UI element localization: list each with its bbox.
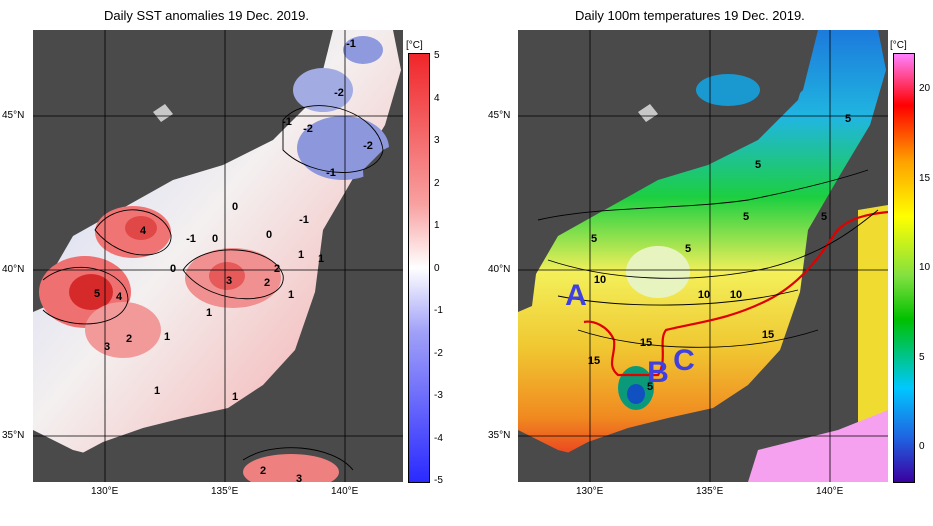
left-colorbar-unit: [°C] [406,40,423,51]
contour-label: -2 [334,87,344,99]
contour-label: 15 [640,337,652,349]
contour-label: 1 [164,331,170,343]
lon-label-130e-left: 130°E [91,486,119,497]
contour-label: 4 [140,225,147,237]
contour-label: -2 [303,123,313,135]
temperature-100m-map: 5 5 5 5 5 5 10 10 10 15 15 5 15 A B C [518,30,888,482]
contour-label: 5 [821,211,827,223]
contour-label: 5 [755,159,761,171]
contour-label: -1 [299,214,309,226]
contour-label: 0 [232,201,238,213]
right-panel-title: Daily 100m temperatures 19 Dec. 2019. [575,8,805,23]
sst-anomaly-map: -1 -2 -1 -2 -2 -1 -1 4 0 0 -1 0 0 1 2 3 … [33,30,403,482]
contour-label: 15 [762,329,774,341]
contour-label: 3 [104,341,110,353]
contour-label: 1 [154,385,160,397]
lat-label-45n-left: 45°N [2,110,25,121]
contour-label: -1 [282,116,292,128]
contour-label: 2 [260,465,266,477]
left-panel-title: Daily SST anomalies 19 Dec. 2019. [104,8,309,23]
contour-label: 10 [594,274,606,286]
contour-label: 1 [206,307,212,319]
contour-label: 0 [212,233,218,245]
front-line [583,210,888,377]
left-colorbar-tick: -5 [434,475,443,486]
lat-label-35n-left: 35°N [2,430,25,441]
marker-a: A [565,279,587,312]
lat-label-35n-right: 35°N [488,430,511,441]
lon-label-135e-left: 135°E [211,486,239,497]
contour-label: 5 [647,381,653,393]
left-colorbar-tick: 0 [434,262,440,274]
lon-label-130e-right: 130°E [576,486,604,497]
left-colorbar-tick: 4 [434,92,440,104]
lat-label-45n-right: 45°N [488,110,511,121]
right-colorbar-tick: 0 [919,441,925,452]
left-colorbar-tick: 3 [434,135,440,146]
contour-label: 2 [264,277,270,289]
contour-label: 5 [685,243,691,255]
right-colorbar [893,53,915,483]
left-colorbar-tick: -4 [434,432,443,444]
contour-label: 10 [730,289,742,301]
contour-label: 3 [296,473,302,482]
contour-label: 0 [170,263,176,275]
contour-label: 0 [266,229,272,241]
contour-label: 15 [588,355,600,367]
left-colorbar-tick: 2 [434,177,440,189]
contour-label: 5 [743,211,749,223]
contour-label: -2 [363,140,373,152]
contour-label: -1 [186,233,196,245]
left-colorbar-tick: -1 [434,305,443,316]
contour-label: 1 [232,391,238,403]
left-colorbar [408,53,430,483]
contour-label: 2 [126,333,132,345]
contour-label: 5 [94,288,100,300]
contour-label: 1 [298,249,304,261]
right-colorbar-tick: 10 [919,262,931,273]
contour-label: 5 [845,113,851,125]
contour-label: -1 [346,38,356,50]
contour-label: 5 [591,233,597,245]
contour-label: 2 [274,263,280,275]
right-colorbar-tick: 15 [919,172,931,184]
contour-label: -1 [326,167,336,179]
lat-label-40n-right: 40°N [488,264,511,275]
contour-label: 10 [698,289,710,301]
lon-label-140e-left: 140°E [331,486,359,497]
contour-label: 3 [226,275,232,287]
right-colorbar-tick: 20 [919,83,931,94]
left-colorbar-tick: -3 [434,390,443,401]
marker-b: B [647,356,669,389]
contour-label: 4 [116,291,123,303]
lon-label-140e-right: 140°E [816,486,844,497]
left-colorbar-tick: 5 [434,50,440,61]
contour-label: 1 [288,289,294,301]
contour-label: 1 [318,253,324,265]
right-colorbar-unit: [°C] [890,40,907,51]
right-colorbar-tick: 5 [919,351,925,363]
lat-label-40n-left: 40°N [2,264,25,275]
left-colorbar-tick: 1 [434,220,440,231]
lon-label-135e-right: 135°E [696,486,724,497]
left-colorbar-tick: -2 [434,347,443,359]
marker-c: C [673,344,695,377]
